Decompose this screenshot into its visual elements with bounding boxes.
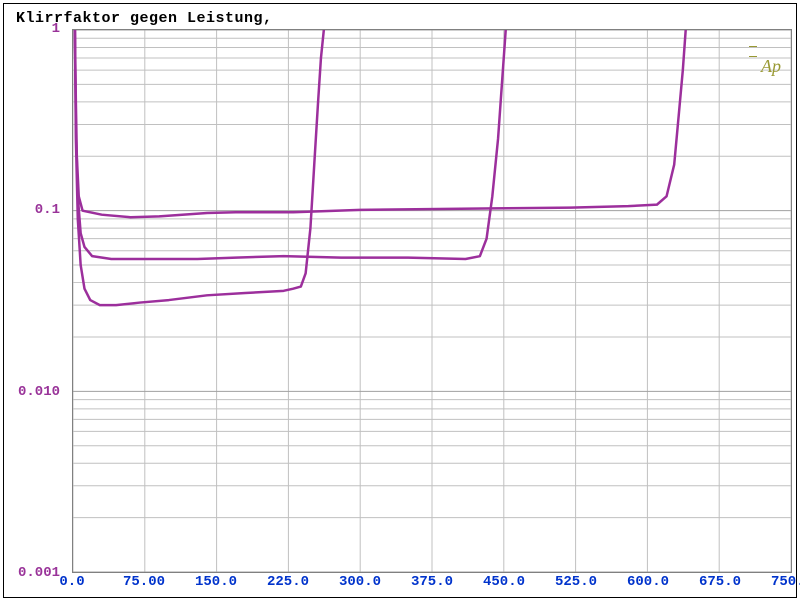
x-tick-label: 450.0 [483, 574, 525, 590]
x-tick-label: 75.00 [123, 574, 165, 590]
x-tick-label: 300.0 [339, 574, 381, 590]
x-tick-label: 525.0 [555, 574, 597, 590]
y-tick-label: 0.010 [18, 384, 60, 400]
x-tick-label: 600.0 [627, 574, 669, 590]
plot-svg [73, 30, 791, 572]
grid-lines [73, 30, 791, 572]
x-tick-label: 750.0 [771, 574, 800, 590]
x-tick-label: 0.0 [59, 574, 84, 590]
x-tick-label: 150.0 [195, 574, 237, 590]
ap-tick-1 [749, 46, 757, 47]
x-tick-label: 675.0 [699, 574, 741, 590]
x-tick-label: 375.0 [411, 574, 453, 590]
curve-c [75, 30, 324, 305]
x-tick-label: 225.0 [267, 574, 309, 590]
ap-label: Ap [761, 56, 781, 77]
plot-area: Ap [72, 29, 792, 573]
chart-frame: Klirrfaktor gegen Leistung, Ap 10.10.010… [3, 3, 797, 598]
ap-tick-2 [749, 56, 757, 57]
curve-b [75, 30, 506, 259]
y-tick-label: 0.1 [35, 202, 60, 218]
y-tick-label: 1 [52, 21, 60, 37]
y-tick-label: 0.001 [18, 565, 60, 581]
data-curves [75, 30, 686, 305]
